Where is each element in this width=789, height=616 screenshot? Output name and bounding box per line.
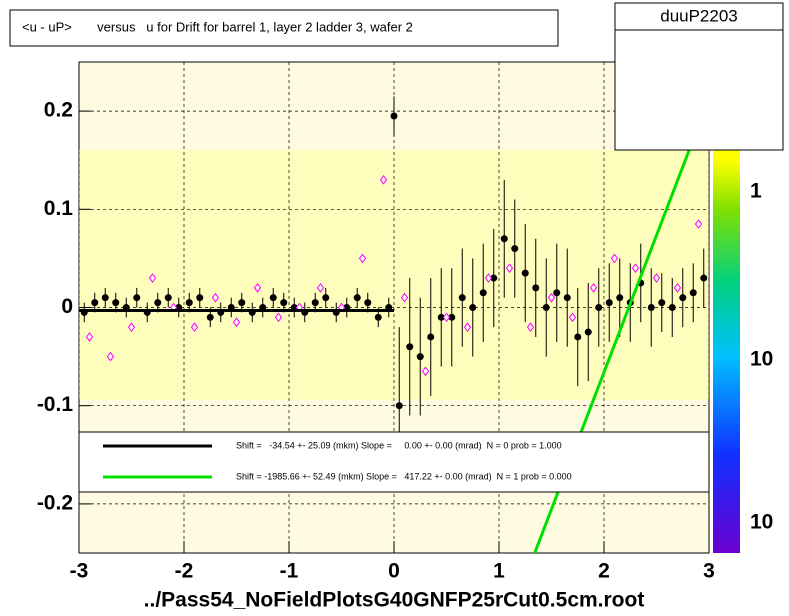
- mean-marker: [421, 366, 430, 377]
- profile-point: [500, 235, 508, 243]
- mean-marker: [379, 175, 388, 185]
- mean-marker: [526, 322, 535, 332]
- legend-box: [78, 431, 710, 493]
- profile-point: [595, 304, 603, 311]
- profile-point: [322, 294, 330, 302]
- profile-point: [196, 294, 204, 302]
- y-tick-label: 0.1: [44, 197, 74, 220]
- profile-point: [91, 299, 99, 307]
- profile-point: [679, 294, 687, 302]
- profile-point: [700, 274, 708, 282]
- mean-marker: [589, 283, 598, 293]
- x-tick-label: 1: [493, 560, 505, 583]
- colorbar-label: 1: [750, 180, 762, 203]
- profile-point: [616, 294, 624, 302]
- profile-point: [490, 274, 498, 282]
- profile-point: [101, 294, 109, 302]
- mean-marker: [148, 273, 157, 283]
- mean-marker: [547, 292, 556, 303]
- profile-point: [479, 289, 487, 297]
- x-tick-label: -3: [70, 560, 89, 583]
- profile-point: [416, 353, 424, 361]
- profile-point: [448, 313, 456, 321]
- x-tick-label: 2: [598, 560, 610, 583]
- profile-point: [563, 294, 571, 302]
- stats-box: [614, 2, 784, 151]
- profile-point: [574, 333, 582, 341]
- legend-label: Shift = -34.54 +- 25.09 (mkm) Slope = 0.…: [236, 440, 562, 450]
- mean-marker: [316, 283, 325, 293]
- profile-point: [542, 304, 550, 311]
- x-tick-label: 0: [388, 560, 400, 583]
- mean-marker: [85, 332, 94, 342]
- profile-point: [605, 299, 613, 307]
- profile-point: [311, 299, 319, 307]
- profile-point: [164, 294, 172, 302]
- mean-marker: [127, 322, 136, 332]
- profile-point: [553, 289, 561, 297]
- mean-marker: [673, 283, 682, 293]
- y-tick-label: -0.2: [37, 491, 73, 514]
- profile-point: [437, 313, 445, 321]
- x-tick-label: 3: [703, 560, 715, 583]
- colorbar-label: 10: [750, 511, 773, 534]
- profile-point: [406, 343, 414, 351]
- y-tick-label: 0.2: [44, 99, 73, 122]
- mean-marker: [568, 312, 577, 323]
- profile-point: [427, 333, 435, 341]
- mean-marker: [631, 263, 640, 274]
- mean-marker: [442, 312, 451, 323]
- profile-point: [511, 245, 519, 253]
- profile-point: [154, 299, 162, 307]
- x-tick-label: -2: [175, 560, 194, 583]
- profile-point: [133, 294, 141, 302]
- colorbar-label: 10: [750, 348, 773, 371]
- profile-point: [521, 269, 529, 277]
- profile-point: [390, 112, 398, 120]
- mean-marker: [358, 253, 367, 264]
- profile-point: [458, 294, 466, 302]
- chart-title: <u - uP> versus u for Drift for barrel 1…: [22, 19, 413, 34]
- title-box: [9, 9, 559, 47]
- profile-point: [269, 294, 277, 302]
- mean-marker: [190, 322, 199, 332]
- mean-marker: [211, 292, 220, 303]
- profile-point: [280, 299, 288, 307]
- mean-marker: [610, 253, 619, 264]
- profile-point: [206, 313, 214, 321]
- x-tick-label: -1: [280, 560, 299, 583]
- mean-marker: [400, 292, 409, 303]
- profile-point: [185, 299, 193, 307]
- profile-point: [353, 294, 361, 302]
- profile-point: [689, 289, 697, 297]
- profile-point: [668, 304, 676, 311]
- profile-point: [647, 304, 655, 311]
- mean-marker: [253, 283, 262, 293]
- mean-marker: [274, 312, 283, 323]
- mean-marker: [505, 263, 514, 274]
- profile-point: [112, 299, 120, 307]
- profile-point: [238, 299, 246, 307]
- mean-marker: [484, 273, 493, 283]
- y-tick-label: -0.1: [37, 393, 74, 416]
- stats-title: duuP2203: [660, 6, 738, 25]
- mean-marker: [232, 317, 241, 328]
- profile-point: [658, 299, 666, 307]
- profile-point: [584, 328, 592, 336]
- mean-marker: [106, 351, 115, 362]
- y-tick-label: 0: [61, 295, 73, 318]
- mean-marker: [463, 322, 472, 332]
- footer: ../Pass54_NoFieldPlotsG40GNFP25rCut0.5cm…: [144, 589, 645, 612]
- profile-point: [395, 402, 403, 410]
- legend-label: Shift = -1985.66 +- 52.49 (mkm) Slope = …: [236, 471, 572, 481]
- profile-point: [374, 313, 382, 321]
- profile-point: [532, 284, 540, 292]
- profile-point: [469, 304, 477, 311]
- mean-marker: [652, 273, 661, 283]
- profile-point: [364, 299, 372, 307]
- mean-marker: [694, 219, 703, 229]
